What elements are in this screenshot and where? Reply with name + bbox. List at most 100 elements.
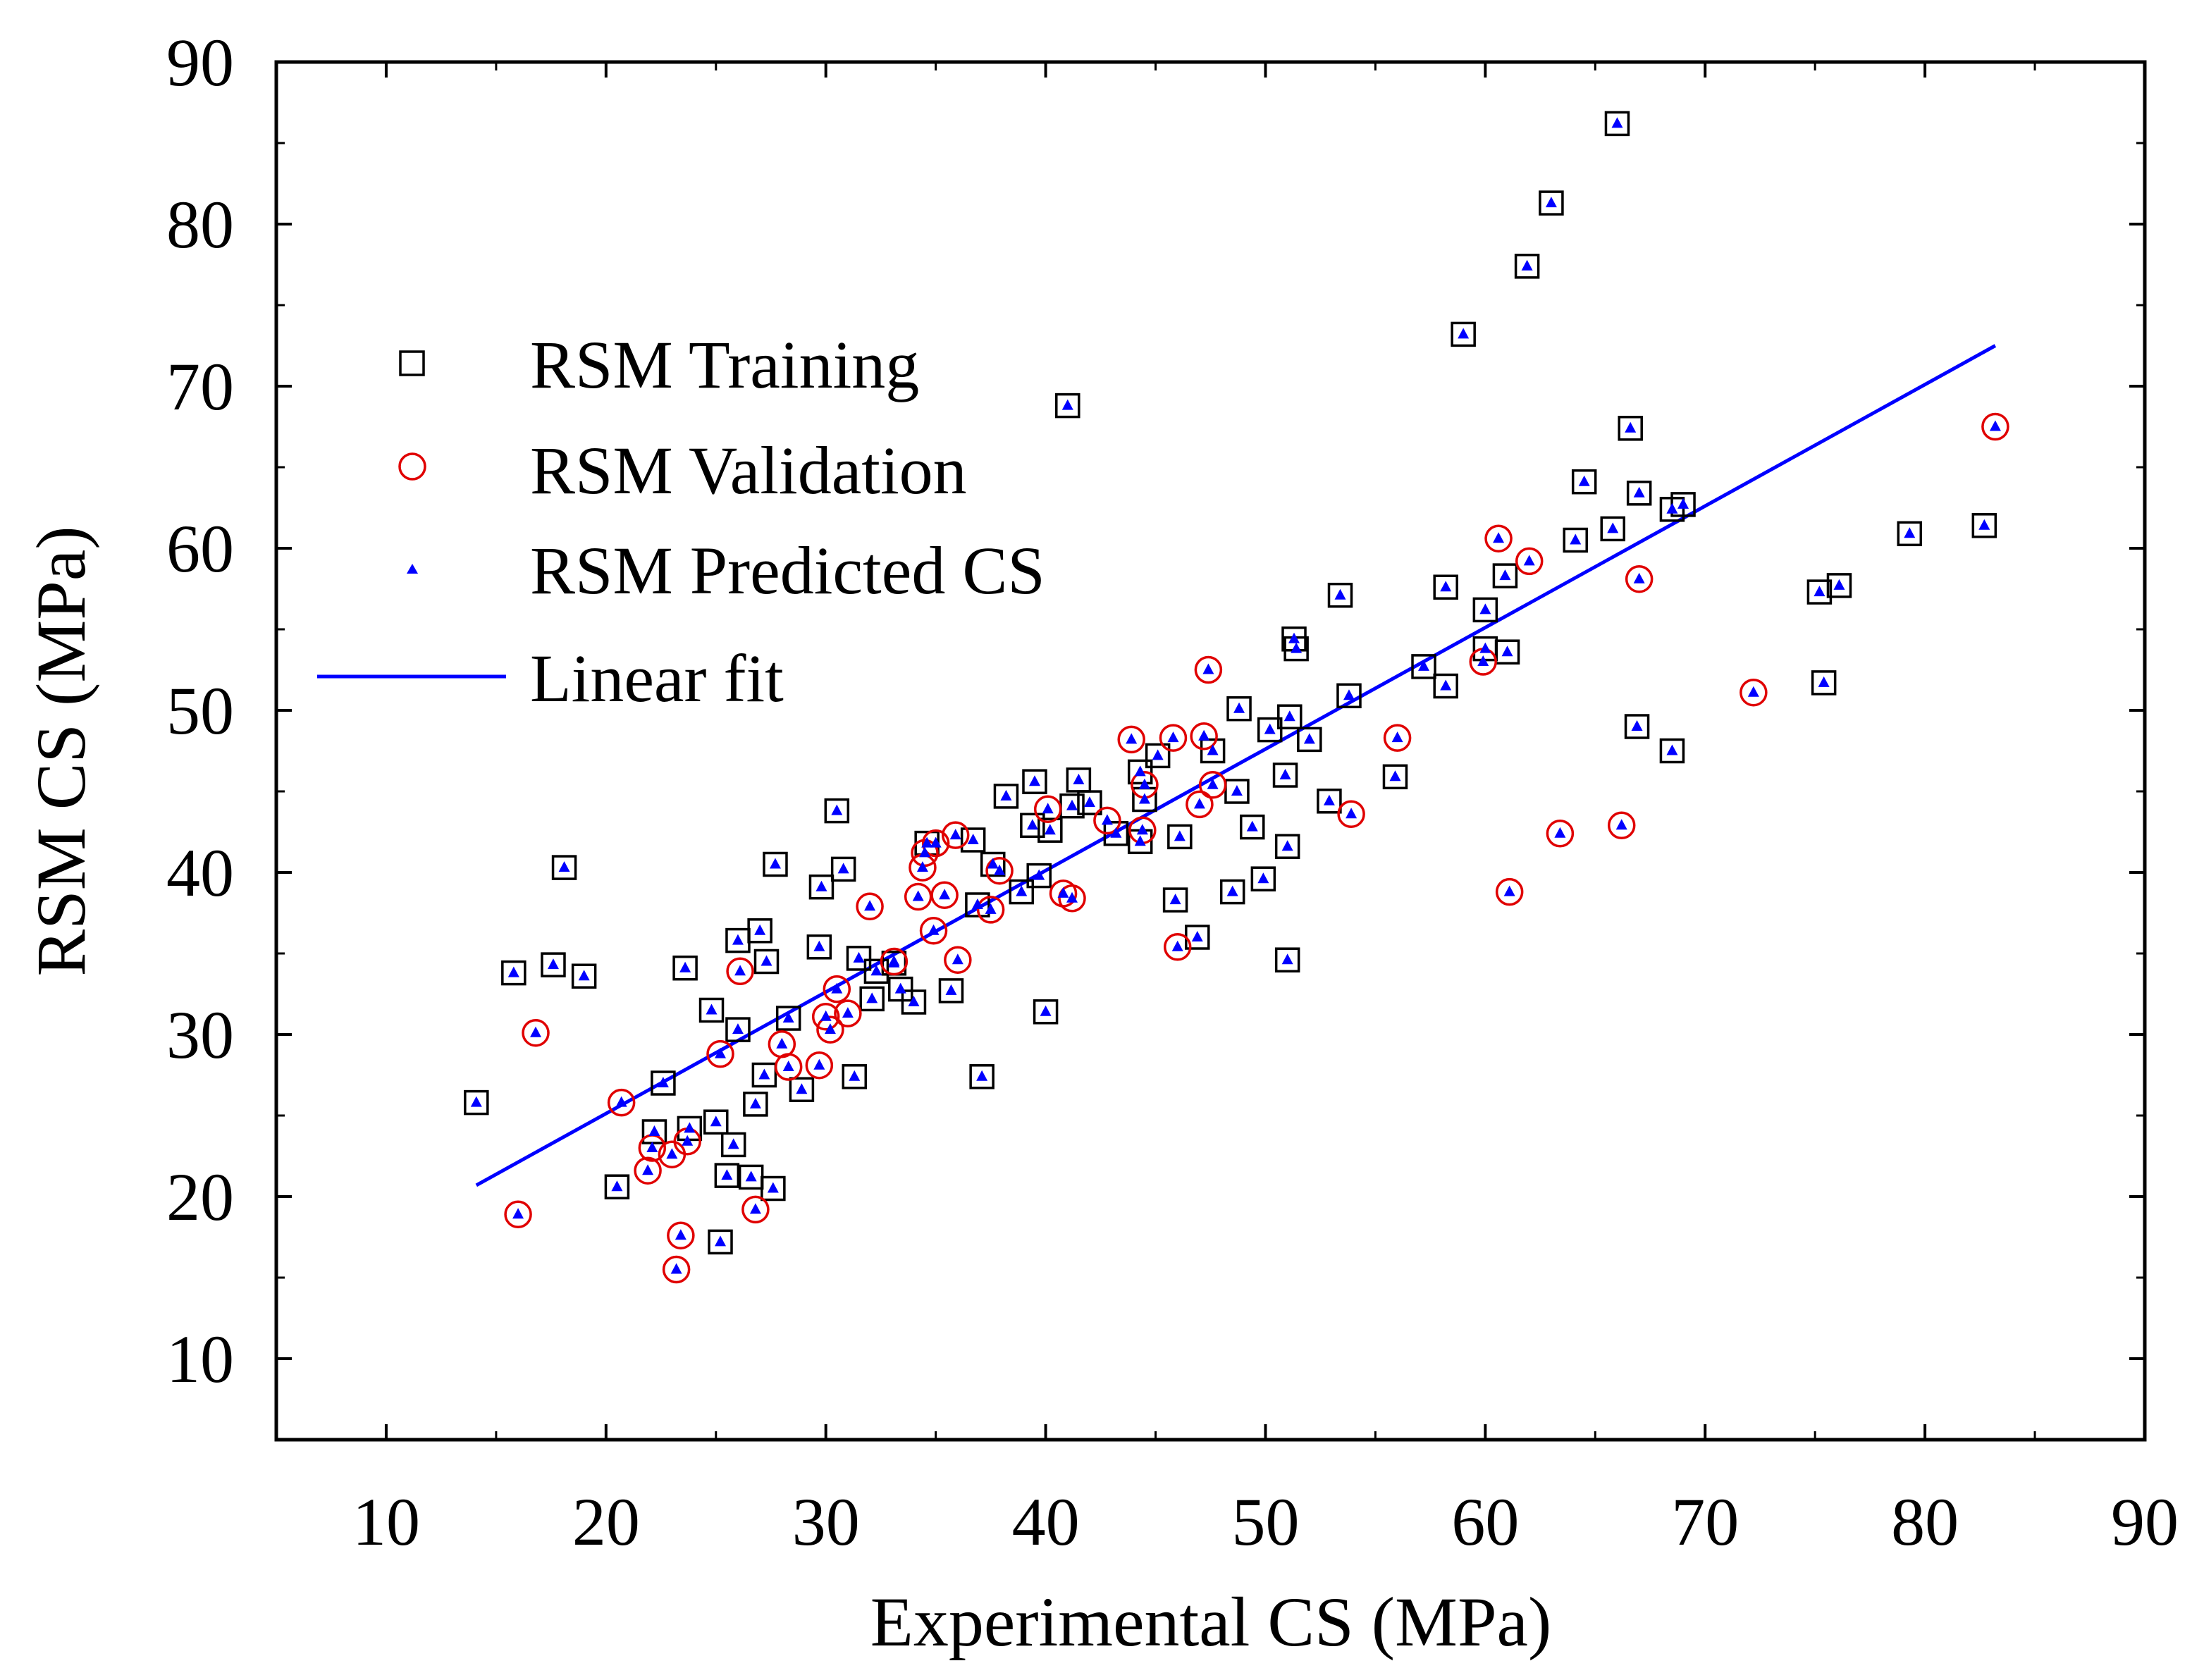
predicted-point [1226, 885, 1238, 896]
predicted-point [1633, 572, 1645, 583]
validation-point [774, 1053, 803, 1081]
predicted-point [1110, 827, 1122, 838]
predicted-point [1343, 689, 1355, 700]
validation-point [985, 856, 1014, 885]
predicted-point [994, 864, 1006, 875]
predicted-point [710, 1116, 722, 1127]
training-point [571, 963, 597, 989]
predicted-point [1346, 808, 1357, 819]
validation-point [634, 1156, 662, 1185]
training-point [842, 1064, 868, 1089]
training-point [672, 955, 698, 981]
predicted-point [870, 965, 882, 976]
validation-point [1383, 724, 1412, 752]
training-point [980, 851, 1006, 877]
predicted-point [1231, 785, 1243, 796]
training-point [1009, 879, 1035, 905]
predicted-point [888, 955, 900, 966]
predicted-point [648, 1125, 660, 1136]
training-point [1433, 673, 1458, 699]
training-point [1618, 416, 1643, 441]
predicted-point [734, 965, 746, 976]
predicted-point [1138, 778, 1150, 789]
predicted-point [684, 1122, 696, 1133]
validation-point [504, 1200, 532, 1229]
training-point [1571, 469, 1597, 495]
y-tick-label: 90 [166, 25, 234, 100]
predicted-point [1281, 953, 1293, 965]
predicted-point [1503, 885, 1515, 896]
predicted-point [987, 858, 999, 869]
training-point [846, 946, 872, 971]
y-tick-label: 40 [166, 835, 234, 910]
predicted-point [1978, 519, 1990, 530]
training-point [1494, 639, 1520, 665]
training-point [763, 851, 788, 877]
validation-point [1198, 771, 1227, 799]
predicted-point [1174, 830, 1186, 841]
legend-training-symbol [399, 350, 425, 376]
predicted-point [1288, 632, 1300, 643]
predicted-point [547, 958, 559, 970]
training-point [1127, 759, 1153, 785]
predicted-point [1570, 533, 1582, 545]
validation-point [741, 1195, 770, 1224]
y-tick-label: 30 [166, 997, 234, 1073]
predicted-point [864, 900, 876, 911]
training-point [1026, 863, 1052, 889]
validation-point [921, 829, 950, 858]
predicted-point [971, 898, 983, 909]
predicted-point [1389, 770, 1401, 782]
validation-markers [504, 412, 2009, 1284]
predicted-point [921, 836, 933, 848]
predicted-point [1833, 579, 1845, 590]
training-point [1472, 597, 1498, 623]
predicted-point [1026, 819, 1038, 830]
predicted-point [578, 970, 590, 981]
predicted-point [1033, 869, 1045, 880]
predicted-point [1615, 819, 1627, 830]
predicted-point [1083, 796, 1095, 808]
training-point [551, 855, 577, 880]
predicted-point [1523, 555, 1535, 566]
training-point [1055, 393, 1080, 419]
training-point [1167, 824, 1193, 850]
validation-point [1159, 724, 1188, 752]
validation-point [1546, 820, 1575, 848]
predicted-point [675, 1229, 686, 1240]
predicted-point [749, 1203, 761, 1214]
predicted-point [1126, 733, 1138, 744]
y-tick-labels: 10 20 30 40 50 60 70 80 90 [166, 25, 234, 1397]
predicted-point [1323, 794, 1335, 805]
predicted-point [1042, 803, 1054, 814]
predicted-point [1666, 502, 1678, 514]
validation-point [805, 1051, 834, 1080]
predicted-point [1279, 769, 1291, 779]
legend: RSM Training RSM Validation RSM Predicte… [317, 327, 1045, 716]
predicted-point [1134, 765, 1146, 777]
plot-frame [274, 60, 2147, 1442]
predicted-point [824, 1023, 836, 1034]
training-point [1539, 190, 1564, 216]
training-point [1257, 717, 1283, 743]
predicted-point [761, 955, 772, 966]
training-point [1274, 834, 1300, 859]
validation-point [944, 946, 972, 974]
predicted-point [813, 940, 825, 951]
validation-point [823, 975, 851, 1003]
predicted-point [939, 889, 951, 900]
training-point [1626, 481, 1652, 506]
predicted-point [1501, 646, 1513, 657]
training-point [714, 1163, 740, 1188]
x-tick-label: 50 [1231, 1484, 1299, 1559]
y-tick-label: 80 [166, 187, 234, 262]
predicted-point [611, 1180, 623, 1192]
predicted-point [796, 1083, 808, 1094]
predicted-point [1677, 498, 1689, 509]
predicted-point [1818, 676, 1830, 687]
training-point [901, 989, 927, 1015]
training-point [1037, 817, 1063, 843]
predicted-point [853, 951, 865, 963]
predicted-point [1554, 827, 1566, 838]
training-point [806, 934, 832, 960]
